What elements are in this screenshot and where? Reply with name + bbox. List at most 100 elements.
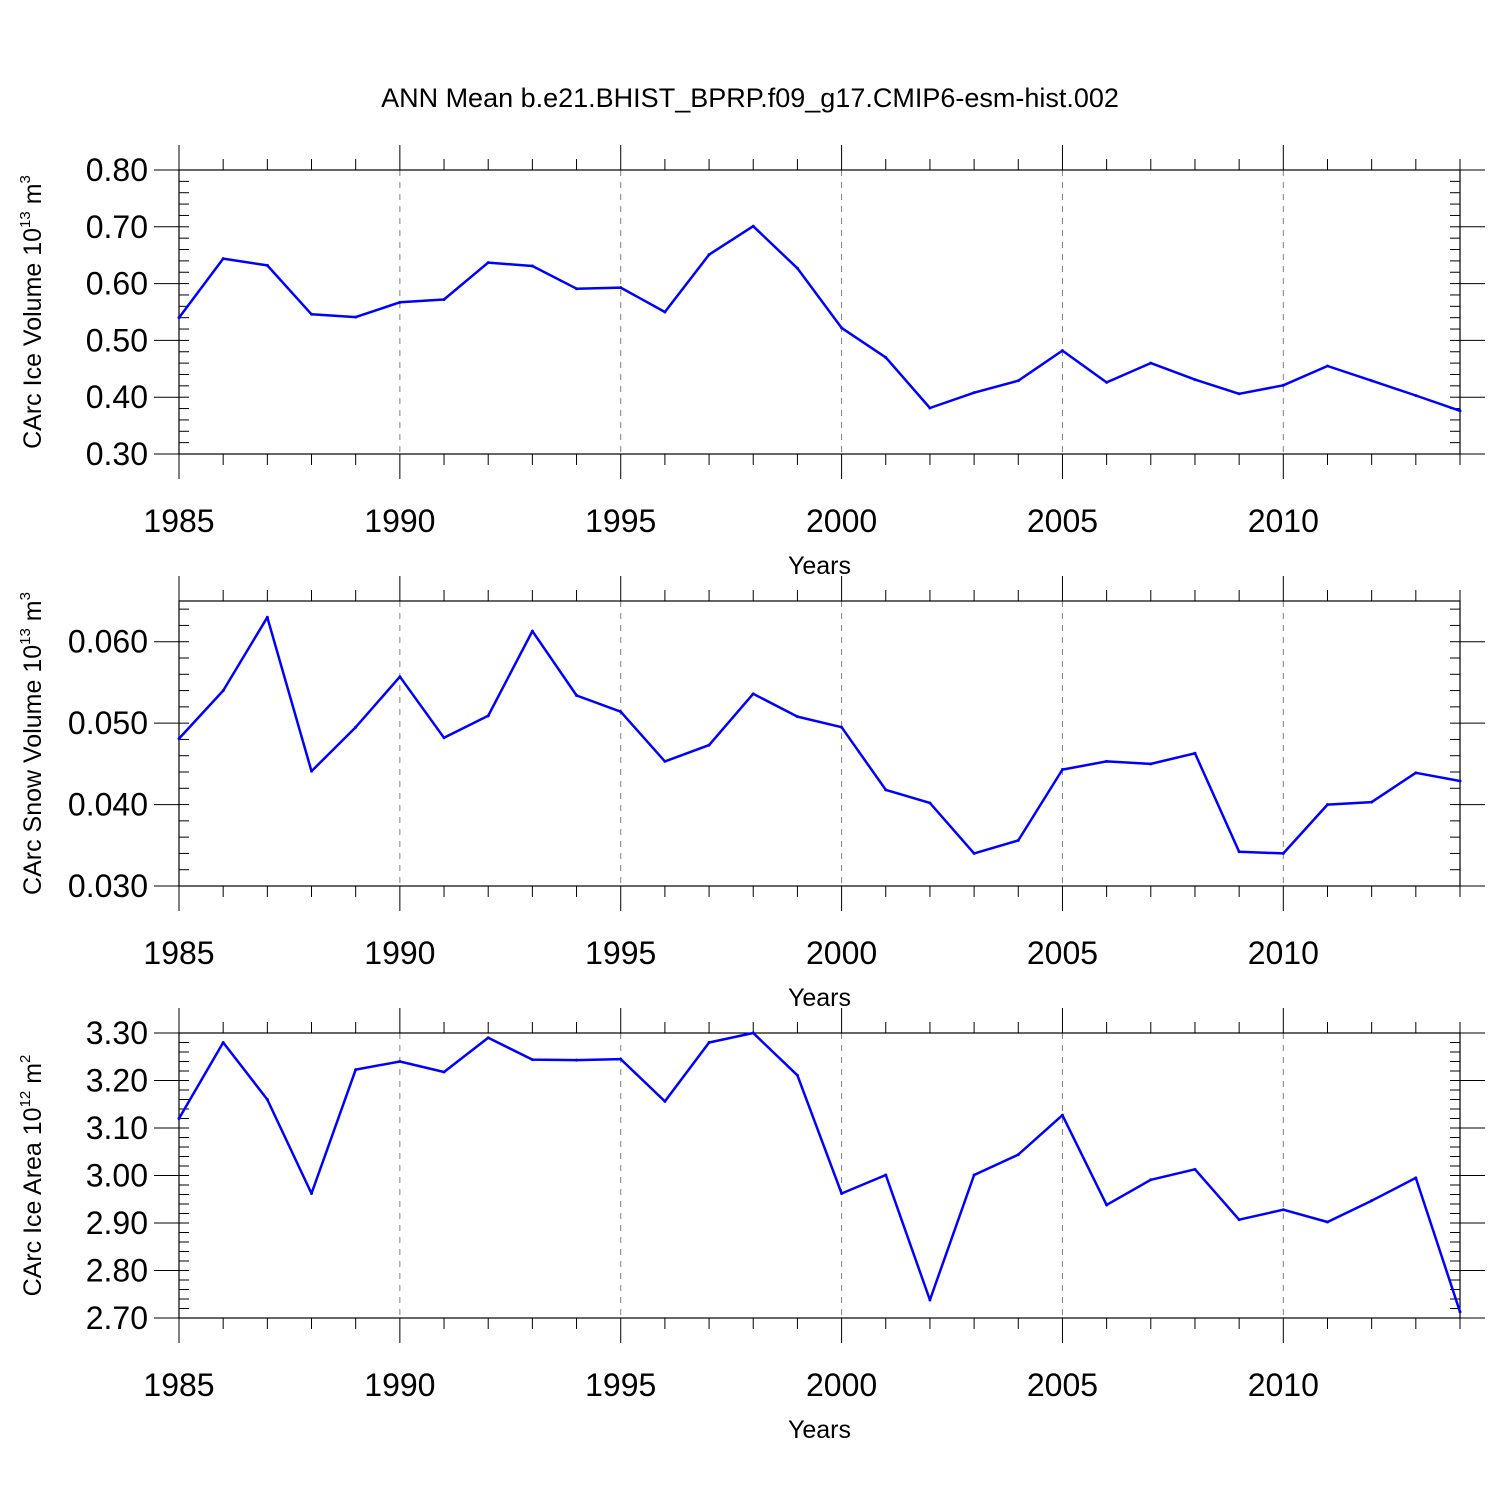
y-axis-title-main: CArc Snow Volume 10 <box>19 645 47 895</box>
data-point <box>1370 1199 1374 1203</box>
x-tick-label: 1985 <box>143 1367 214 1403</box>
y-tick-label: 2.80 <box>86 1253 148 1289</box>
y-tick-label: 0.50 <box>86 322 148 358</box>
x-tick-label: 2000 <box>806 503 877 539</box>
y-tick-label: 0.060 <box>68 624 148 660</box>
y-tick-label: 3.00 <box>86 1158 148 1194</box>
y-axis-title-exponent: 12 <box>17 1091 34 1108</box>
data-point <box>265 1098 269 1101</box>
data-point <box>928 1298 932 1302</box>
data-point <box>840 326 844 330</box>
data-point <box>840 725 844 729</box>
data-point <box>884 1173 888 1177</box>
data-point <box>530 264 534 268</box>
data-point <box>310 1192 314 1196</box>
data-point <box>1193 751 1197 755</box>
data-point <box>177 1117 181 1120</box>
x-tick-label: 2005 <box>1027 503 1098 539</box>
data-point <box>1325 364 1329 368</box>
data-point <box>795 266 799 270</box>
y-axis-title-unit-exponent: 3 <box>17 175 34 183</box>
y-tick-label: 0.030 <box>68 868 148 904</box>
data-point <box>354 315 358 319</box>
data-point <box>1016 1153 1020 1157</box>
y-tick-label: 0.040 <box>68 787 148 823</box>
data-point <box>398 1060 402 1063</box>
data-point <box>486 1036 490 1040</box>
panels: 0.30 0.40 0.50 0.60 0.70 0.80 1985 1990 1995 2000… <box>17 145 1485 1444</box>
data-point <box>398 675 402 679</box>
data-point <box>751 692 755 696</box>
data-point <box>884 788 888 792</box>
y-axis-title-main: CArc Ice Area 10 <box>19 1107 47 1296</box>
data-point <box>1016 838 1020 842</box>
data-point <box>398 300 402 304</box>
x-axis-title: Years <box>788 984 851 1012</box>
x-tick-label: 1995 <box>585 1367 656 1403</box>
data-point <box>1237 850 1241 854</box>
data-point <box>1105 759 1109 763</box>
data-point <box>619 710 623 714</box>
y-tick-label: 2.90 <box>86 1205 148 1241</box>
data-point <box>619 286 623 290</box>
series-line <box>177 224 1461 412</box>
chart-panel-2: 0.030 0.040 0.050 0.060 1985 1990 1995 2000 2005… <box>17 576 1485 1012</box>
y-tick-label: 3.10 <box>86 1110 148 1146</box>
data-point <box>1149 762 1153 766</box>
x-tick-label: 1990 <box>364 935 435 971</box>
x-tick-label: 1995 <box>585 935 656 971</box>
data-point <box>1325 1220 1329 1224</box>
data-point <box>1105 1203 1109 1207</box>
x-tick-label: 2010 <box>1248 935 1319 971</box>
data-point <box>707 743 711 747</box>
y-axis-title-exponent: 13 <box>17 628 34 645</box>
data-point <box>265 615 269 619</box>
data-point <box>221 1041 225 1044</box>
y-axis-title-unit-exponent: 3 <box>17 592 34 600</box>
data-point <box>442 1070 446 1074</box>
x-tick-label: 2010 <box>1248 503 1319 539</box>
data-point <box>442 298 446 302</box>
data-point <box>884 355 888 359</box>
data-point <box>177 316 181 320</box>
data-point <box>1414 1176 1418 1180</box>
data-point <box>663 759 667 763</box>
series-line <box>177 1031 1462 1313</box>
data-point <box>1105 380 1109 384</box>
data-point <box>1149 1178 1153 1182</box>
data-point <box>1237 392 1241 396</box>
x-tick-label: 2005 <box>1027 935 1098 971</box>
data-point <box>840 1192 844 1196</box>
x-tick-label: 2000 <box>806 935 877 971</box>
data-point <box>972 391 976 395</box>
y-axis-title-unit: m <box>19 183 47 211</box>
data-point <box>972 851 976 855</box>
data-point <box>310 769 314 773</box>
data-point <box>575 1058 579 1062</box>
data-point <box>310 312 314 316</box>
data-point <box>663 1099 667 1103</box>
figure-title: ANN Mean b.e21.BHIST_BPRP.f09_g17.CMIP6-… <box>381 83 1119 113</box>
plot-frame <box>178 600 1461 887</box>
data-point <box>575 693 579 697</box>
x-tick-label: 2000 <box>806 1367 877 1403</box>
y-tick-label: 0.80 <box>86 152 148 188</box>
data-point <box>751 1031 755 1035</box>
y-tick-label: 0.70 <box>86 209 148 245</box>
x-tick-label: 1995 <box>585 503 656 539</box>
data-point <box>1281 851 1285 855</box>
data-point <box>1458 409 1462 413</box>
data-point <box>486 714 490 718</box>
x-tick-label: 1990 <box>364 1367 435 1403</box>
x-tick-label: 1985 <box>143 935 214 971</box>
data-point <box>972 1173 976 1177</box>
y-axis-title: CArc Ice Volume 1013 m3 <box>17 175 47 449</box>
y-axis-title-unit: m <box>19 1063 47 1091</box>
data-point <box>928 406 932 410</box>
data-point <box>1458 779 1462 783</box>
y-axis-title-unit-exponent: 2 <box>17 1055 34 1063</box>
data-point <box>1149 361 1153 365</box>
chart-panel-3: 2.70 2.80 2.90 3.00 3.10 3.20 3.30 1985 1990 1995… <box>17 1008 1485 1444</box>
